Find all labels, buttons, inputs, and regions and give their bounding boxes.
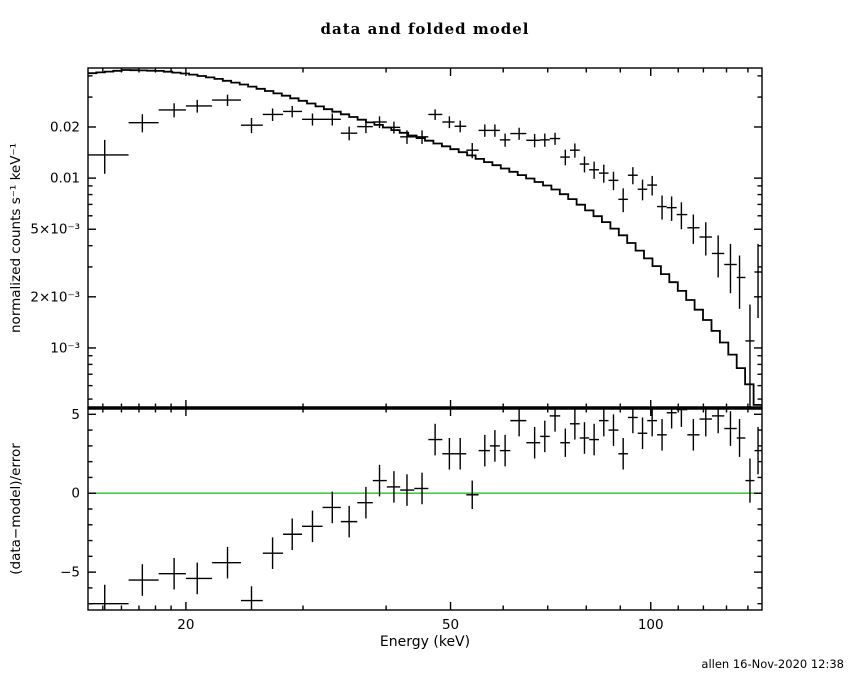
x-tick-label: 100 [638, 617, 664, 633]
top-panel [88, 69, 762, 408]
top-panel-frame [87, 67, 763, 409]
y-tick-label: 0 [71, 486, 80, 502]
y-tick-label: 2×10⁻³ [30, 289, 80, 305]
bottom-panel-frame [87, 407, 763, 611]
y-axis-label-residuals: (data−model)/error [8, 443, 24, 575]
x-tick-label: 20 [177, 617, 194, 633]
y-tick-label: −5 [60, 565, 80, 581]
bottom-panel [88, 408, 762, 610]
plot-footer-timestamp: allen 16-Nov-2020 12:38 [701, 657, 844, 671]
model-step-line [88, 69, 762, 408]
y-tick-label: 5 [71, 407, 80, 423]
y-tick-label: 0.01 [50, 171, 80, 187]
axes-frame [87, 67, 763, 611]
plot-title: data and folded model [320, 20, 530, 38]
x-tick-label: 50 [442, 617, 459, 633]
y-tick-label: 0.02 [50, 119, 80, 135]
y-tick-label: 10⁻³ [50, 340, 80, 356]
x-axis-label-energy: Energy (keV) [379, 634, 471, 650]
y-axis-label-counts: normalized counts s⁻¹ keV⁻¹ [8, 143, 24, 333]
y-tick-label: 5×10⁻³ [30, 222, 80, 238]
